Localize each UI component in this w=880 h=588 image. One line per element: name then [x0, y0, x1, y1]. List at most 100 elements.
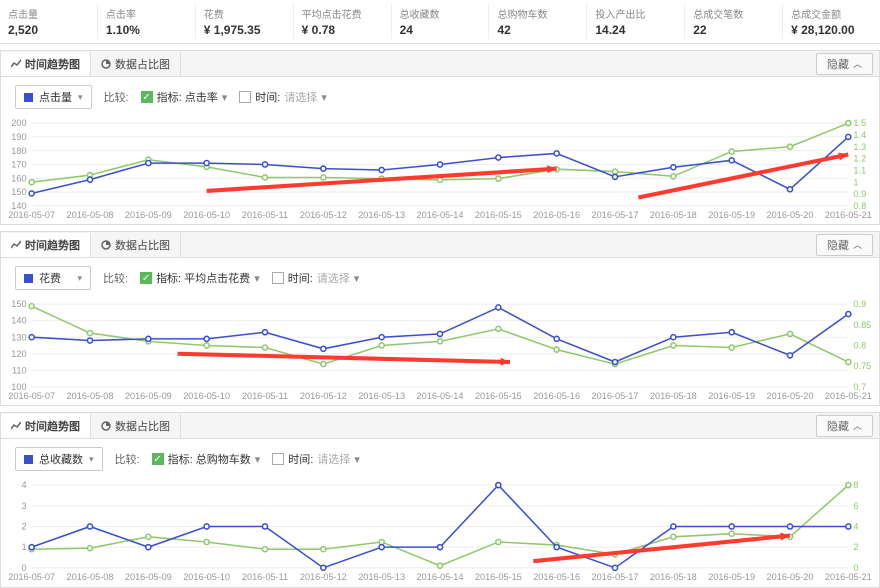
tab-ratio[interactable]: 数据占比图: [91, 233, 181, 257]
time-checkbox[interactable]: 时间: 请选择 ▾: [272, 451, 360, 467]
metric-value: ¥ 1,975.35: [204, 23, 285, 37]
svg-text:2016-05-20: 2016-05-20: [767, 391, 814, 401]
chart-area: 01234024682016-05-072016-05-082016-05-09…: [1, 479, 879, 586]
ratio-icon: [101, 421, 111, 431]
metric-value: ¥ 28,120.00: [791, 23, 872, 37]
select-value: 点击量: [39, 89, 72, 105]
hide-label: 隐藏: [827, 237, 849, 253]
checkbox-icon: ✓: [141, 91, 153, 103]
svg-text:2016-05-19: 2016-05-19: [708, 572, 755, 582]
tabs-row: 时间趋势图数据占比图 隐藏︿: [1, 51, 879, 77]
primary-metric-select[interactable]: 花费 ▾: [15, 266, 91, 290]
color-swatch-icon: [24, 93, 33, 102]
metric-value: 42: [497, 23, 578, 37]
chart-panel: 时间趋势图数据占比图隐藏︿ 总收藏数 ▾ 比较: ✓ 指标: 总购物车数 ▾ 时…: [0, 412, 880, 587]
svg-text:3: 3: [21, 501, 26, 511]
svg-text:2016-05-21: 2016-05-21: [825, 210, 872, 220]
chevron-down-icon: ▾: [77, 273, 82, 284]
svg-text:1.5: 1.5: [853, 118, 866, 128]
metric-cell: 点击率 1.10%: [98, 4, 196, 39]
tab-ratio[interactable]: 数据占比图: [91, 52, 181, 76]
indicator-checkbox[interactable]: ✓ 指标: 平均点击花费 ▾: [140, 270, 260, 286]
indicator-checkbox[interactable]: ✓ 指标: 总购物车数 ▾: [152, 451, 261, 467]
svg-text:2016-05-18: 2016-05-18: [650, 210, 697, 220]
compare-label: 比较:: [104, 89, 129, 105]
hide-button[interactable]: 隐藏︿: [816, 415, 873, 437]
svg-text:0.9: 0.9: [853, 189, 866, 199]
svg-text:2016-05-10: 2016-05-10: [183, 572, 230, 582]
compare-label: 比较:: [103, 270, 128, 286]
svg-text:1: 1: [21, 543, 26, 553]
tab-label: 数据占比图: [115, 237, 170, 253]
time-checkbox[interactable]: 时间: 请选择 ▾: [239, 89, 327, 105]
svg-text:180: 180: [11, 146, 26, 156]
indicator-text: 指标: 平均点击花费: [156, 270, 250, 286]
metric-cell: 花费 ¥ 1,975.35: [196, 4, 294, 39]
indicator-checkbox[interactable]: ✓ 指标: 点击率 ▾: [141, 89, 228, 105]
ratio-icon: [101, 59, 111, 69]
chevron-down-icon: ▾: [321, 91, 327, 104]
svg-text:2016-05-13: 2016-05-13: [358, 572, 405, 582]
svg-text:0.9: 0.9: [853, 299, 866, 309]
tab-trend[interactable]: 时间趋势图: [1, 414, 91, 438]
svg-text:2: 2: [853, 543, 858, 553]
svg-text:2016-05-08: 2016-05-08: [67, 391, 114, 401]
svg-text:4: 4: [21, 481, 26, 491]
metric-label: 点击率: [106, 6, 187, 21]
metric-label: 点击量: [8, 6, 89, 21]
tab-trend[interactable]: 时间趋势图: [1, 52, 91, 76]
trend-icon: [11, 59, 21, 69]
svg-text:2016-05-19: 2016-05-19: [708, 210, 755, 220]
metric-label: 总成交笔数: [693, 6, 774, 21]
svg-text:2016-05-09: 2016-05-09: [125, 391, 172, 401]
line-chart: 1401501601701801902000.80.911.11.21.31.4…: [1, 117, 879, 224]
primary-metric-select[interactable]: 总收藏数 ▾: [15, 447, 103, 471]
svg-text:2016-05-16: 2016-05-16: [533, 572, 580, 582]
svg-text:2016-05-16: 2016-05-16: [533, 391, 580, 401]
color-swatch-icon: [24, 455, 33, 464]
time-label: 时间:: [288, 451, 313, 467]
svg-text:2016-05-17: 2016-05-17: [592, 572, 639, 582]
select-value: 花费: [39, 270, 61, 286]
metric-cell: 总购物车数 42: [489, 4, 587, 39]
tab-ratio[interactable]: 数据占比图: [91, 414, 181, 438]
hide-button[interactable]: 隐藏︿: [816, 53, 873, 75]
svg-text:2016-05-20: 2016-05-20: [767, 572, 814, 582]
hide-button[interactable]: 隐藏︿: [816, 234, 873, 256]
svg-text:2016-05-14: 2016-05-14: [417, 210, 464, 220]
checkbox-icon: ✓: [152, 453, 164, 465]
primary-metric-select[interactable]: 点击量 ▾: [15, 85, 92, 109]
svg-text:6: 6: [853, 501, 858, 511]
metric-cell: 总成交笔数 22: [685, 4, 783, 39]
svg-text:2016-05-18: 2016-05-18: [650, 391, 697, 401]
svg-text:170: 170: [11, 160, 26, 170]
svg-text:2016-05-15: 2016-05-15: [475, 210, 522, 220]
metric-cell: 总收藏数 24: [392, 4, 490, 39]
svg-text:2016-05-12: 2016-05-12: [300, 391, 347, 401]
chart-panel: 时间趋势图 数据占比图 隐藏︿ 花费 ▾ 比较: ✓ 指标: 平均点击花费 ▾ 时间…: [0, 231, 880, 406]
svg-text:0.85: 0.85: [853, 320, 871, 330]
tab-trend[interactable]: 时间趋势图: [1, 233, 91, 257]
svg-text:1.3: 1.3: [853, 142, 866, 152]
metric-value: 14.24: [595, 23, 676, 37]
svg-text:2016-05-10: 2016-05-10: [183, 210, 230, 220]
svg-text:2016-05-09: 2016-05-09: [125, 572, 172, 582]
tabs-row: 时间趋势图数据占比图 隐藏︿: [1, 413, 879, 439]
svg-text:2016-05-09: 2016-05-09: [125, 210, 172, 220]
svg-text:2016-05-08: 2016-05-08: [67, 572, 114, 582]
time-checkbox[interactable]: 时间: 请选择 ▾: [272, 270, 360, 286]
svg-text:1.4: 1.4: [853, 130, 866, 140]
svg-text:2016-05-12: 2016-05-12: [300, 210, 347, 220]
metric-cell: 投入产出比 14.24: [587, 4, 685, 39]
tab-label: 时间趋势图: [25, 237, 80, 253]
svg-text:2016-05-21: 2016-05-21: [825, 572, 872, 582]
time-placeholder: 请选择: [284, 89, 317, 105]
metric-value: 24: [400, 23, 481, 37]
svg-text:2016-05-19: 2016-05-19: [708, 391, 755, 401]
svg-text:160: 160: [11, 173, 26, 183]
chevron-up-icon: ︿: [853, 419, 862, 432]
trend-icon: [11, 421, 21, 431]
svg-text:0.8: 0.8: [853, 341, 866, 351]
svg-text:150: 150: [11, 187, 26, 197]
svg-text:2016-05-07: 2016-05-07: [8, 391, 55, 401]
